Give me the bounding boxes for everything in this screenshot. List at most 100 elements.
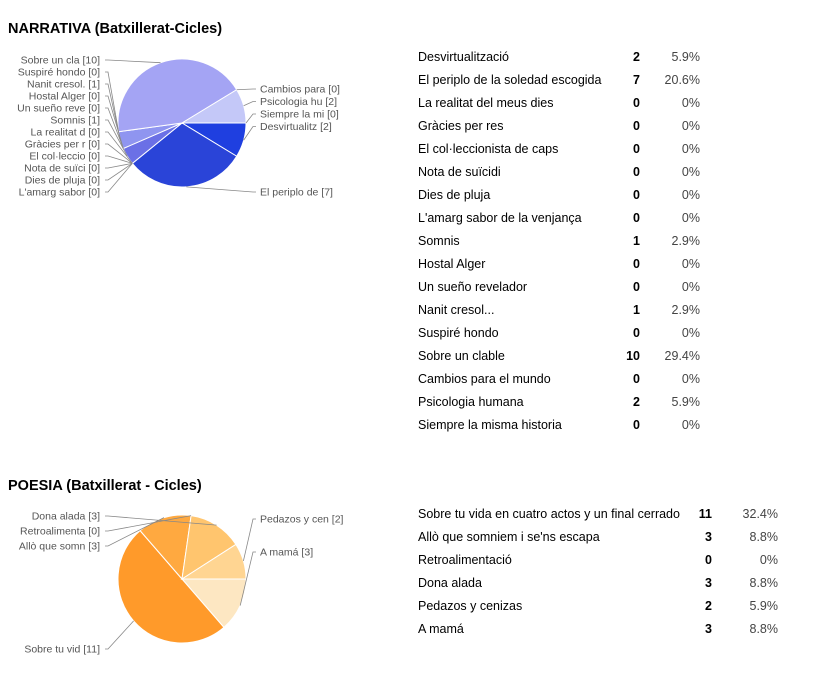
table-row: Cambios para el mundo 0 0% xyxy=(418,367,700,390)
table-row: El col·leccionista de caps 0 0% xyxy=(418,137,700,160)
result-pct: 5.9% xyxy=(749,598,779,613)
result-pct: 0% xyxy=(681,164,700,179)
result-label: Suspiré hondo xyxy=(418,325,499,340)
pie-label-dies-de-pluja: Dies de pluja [0] xyxy=(25,175,100,187)
result-count: 0 xyxy=(633,279,640,294)
result-pct: 2.9% xyxy=(671,233,701,248)
leader-line xyxy=(105,95,124,149)
result-count: 0 xyxy=(633,118,640,133)
result-count: 3 xyxy=(705,529,712,544)
result-label: Siempre la misma historia xyxy=(418,417,562,432)
pie-slice-el-periplo-de-la-soledad-escogida xyxy=(131,122,238,188)
result-pct: 0% xyxy=(681,141,700,156)
table-row: Suspiré hondo 0 0% xyxy=(418,321,700,344)
narrativa-title: NARRATIVA (Batxillerat-Cicles) xyxy=(8,21,223,37)
result-count: 7 xyxy=(633,72,640,87)
pie-label-retroalimentaci: Retroalimenta [0] xyxy=(20,526,100,538)
leader-line xyxy=(105,163,133,193)
result-label: Somnis xyxy=(418,233,460,248)
pie-label-pedazos-y-cenizas: Pedazos y cen [2] xyxy=(260,514,344,526)
poesia-title: POESIA (Batxillerat - Cicles) xyxy=(8,478,202,494)
table-row: Allò que somniem i se'ns escapa 3 8.8% xyxy=(418,525,778,548)
result-pct: 0% xyxy=(681,371,700,386)
result-count: 0 xyxy=(705,552,712,567)
leader-line xyxy=(105,119,128,157)
result-pct: 0% xyxy=(681,95,700,110)
table-row: Retroalimentació 0 0% xyxy=(418,548,778,571)
result-pct: 32.4% xyxy=(742,506,778,521)
result-pct: 0% xyxy=(681,210,700,225)
result-label: Nota de suïcidi xyxy=(418,164,501,179)
result-count: 0 xyxy=(633,187,640,202)
result-count: 2 xyxy=(633,49,640,64)
result-label: Pedazos y cenizas xyxy=(418,598,523,613)
table-row: Siempre la misma historia 0 0% xyxy=(418,413,700,436)
result-pct: 8.8% xyxy=(749,575,779,590)
poesia-results-table: Sobre tu vida en cuatro actos y un final… xyxy=(418,502,778,640)
result-label: La realitat del meus dies xyxy=(418,95,554,110)
result-label: Un sueño revelador xyxy=(418,279,528,294)
table-row: Sobre tu vida en cuatro actos y un final… xyxy=(418,502,778,525)
leader-line xyxy=(105,515,192,532)
table-row: El periplo de la soledad escogida 7 20.6% xyxy=(418,68,700,91)
pie-label-a-mam: A mamá [3] xyxy=(260,547,313,559)
result-count: 0 xyxy=(633,325,640,340)
result-pct: 0% xyxy=(681,187,700,202)
pie-label-el-periplo-de-la-soledad-escogida: El periplo de [7] xyxy=(260,187,333,199)
result-label: Gràcies per res xyxy=(418,118,504,133)
pie-label-desvirtualitzaci: Desvirtualitz [2] xyxy=(260,121,332,133)
result-count: 0 xyxy=(633,417,640,432)
leader-line xyxy=(245,113,256,124)
result-pct: 5.9% xyxy=(671,49,701,64)
result-pct: 2.9% xyxy=(671,302,701,317)
leader-line xyxy=(105,143,133,164)
table-row: A mamá 3 8.8% xyxy=(418,617,778,640)
pie-slice-sobre-tu-vida-en-cuatro-actos-y-un-final-cerrado xyxy=(117,529,225,644)
leader-line xyxy=(105,71,119,132)
table-row: Somnis 1 2.9% xyxy=(418,229,700,252)
result-label: Desvirtualització xyxy=(418,49,510,64)
result-pct: 8.8% xyxy=(749,621,779,636)
result-count: 1 xyxy=(633,302,640,317)
result-label: A mamá xyxy=(418,621,464,636)
result-pct: 8.8% xyxy=(749,529,779,544)
result-pct: 0% xyxy=(681,279,700,294)
table-row: Dona alada 3 8.8% xyxy=(418,571,778,594)
result-count: 3 xyxy=(705,621,712,636)
pie-label-dona-alada: Dona alada [3] xyxy=(32,511,100,523)
leader-line xyxy=(243,518,256,562)
result-pct: 5.9% xyxy=(671,394,701,409)
leader-line xyxy=(105,515,217,526)
result-label: L'amarg sabor de la venjança xyxy=(418,210,582,225)
result-count: 0 xyxy=(633,371,640,386)
result-pct: 0% xyxy=(681,325,700,340)
pie-label-hostal-alger: Hostal Alger [0] xyxy=(29,91,100,103)
result-count: 10 xyxy=(626,348,640,363)
leader-line xyxy=(105,620,134,650)
pie-label-l-amarg-sabor-de-la-venjan-a: L'amarg sabor [0] xyxy=(19,187,100,199)
result-count: 11 xyxy=(698,506,712,521)
leader-line xyxy=(105,517,165,547)
pie-label-el-col-leccionista-de-caps: El col·leccio [0] xyxy=(29,151,100,163)
table-row: Hostal Alger 0 0% xyxy=(418,252,700,275)
result-label: Allò que somniem i se'ns escapa xyxy=(418,529,600,544)
result-label: Psicologia humana xyxy=(418,394,524,409)
result-pct: 0% xyxy=(759,552,778,567)
leader-line xyxy=(243,101,256,107)
leader-line xyxy=(105,59,161,64)
leader-line xyxy=(239,551,256,606)
pie-label-la-realitat-del-meus-dies: La realitat d [0] xyxy=(31,127,101,139)
pie-slice-sobre-un-clable xyxy=(117,58,238,133)
pie-label-psicologia-humana: Psicologia hu [2] xyxy=(260,96,337,108)
narrativa-pie-chart: Sobre un cla [10]Suspiré hondo [0]Nanit … xyxy=(17,55,340,199)
pie-label-siempre-la-misma-historia: Siempre la mi [0] xyxy=(260,109,339,121)
result-label: Retroalimentació xyxy=(418,552,512,567)
pie-label-cambios-para-el-mundo: Cambios para [0] xyxy=(260,84,340,96)
pie-label-gr-cies-per-res: Gràcies per r [0] xyxy=(25,139,100,151)
table-row: Desvirtualització 2 5.9% xyxy=(418,45,700,68)
result-count: 0 xyxy=(633,141,640,156)
table-row: Gràcies per res 0 0% xyxy=(418,114,700,137)
result-label: Sobre tu vida en cuatro actos y un final… xyxy=(418,506,680,521)
result-label: El col·leccionista de caps xyxy=(418,141,559,156)
table-row: Dies de pluja 0 0% xyxy=(418,183,700,206)
